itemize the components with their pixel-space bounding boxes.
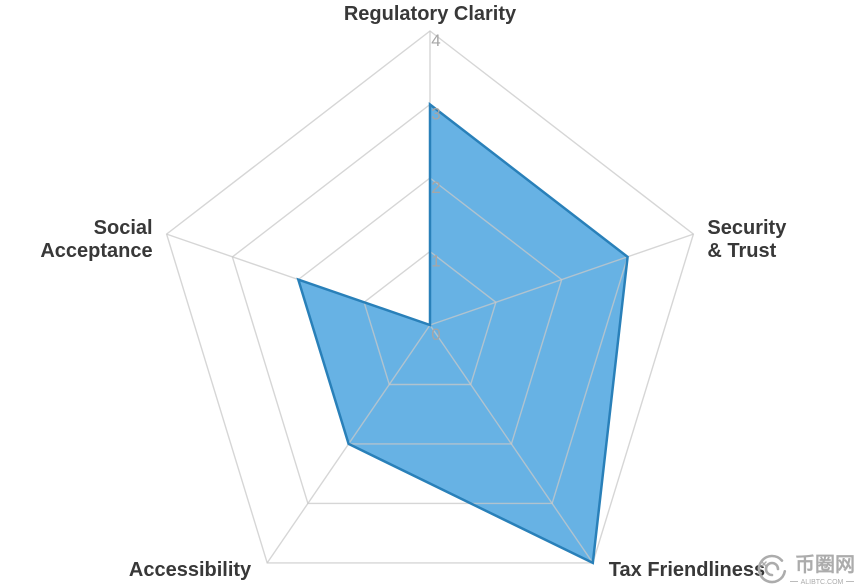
axis-spoke-tax-friendliness (429, 324, 594, 564)
axis-label-accessibility: Accessibility (129, 559, 252, 581)
axis-label-line: Social (94, 217, 153, 239)
series-area-layer (298, 104, 628, 563)
axis-label-security-and-trust: Security & Trust (707, 217, 787, 262)
grid-ring-2 (297, 177, 563, 445)
tick-label-3: 3 (431, 105, 440, 124)
tick-label-0: 0 (431, 325, 440, 344)
axis-labels: Regulatory Clarity Security & Trust Tax Fri… (40, 3, 787, 581)
axis-label-tax-friendliness: Tax Friendliness (609, 559, 765, 581)
axis-label-regulatory-clarity: Regulatory Clarity (344, 3, 517, 25)
axis-label-line: & Trust (707, 240, 776, 262)
axis-label-line: Regulatory Clarity (344, 3, 517, 25)
axis-label-line: Accessibility (129, 559, 252, 581)
axis-label-line: Tax Friendliness (609, 559, 765, 581)
axis-label-social-acceptance: Social Acceptance (40, 217, 152, 262)
watermark-site: ALIBTC.COM (801, 579, 844, 586)
watermark: 币圈网 ALIBTC.COM (757, 553, 855, 586)
tick-label-4: 4 (431, 31, 440, 50)
tick-label-1: 1 (431, 252, 440, 271)
grid-ring-4 (165, 30, 695, 564)
tick-labels: 0 1 2 3 4 (431, 31, 440, 344)
axis-label-line: Acceptance (40, 240, 152, 262)
series-area (298, 104, 628, 563)
watermark-name: 币圈网 (795, 553, 855, 576)
series-line-layer (296, 101, 629, 565)
series-line (296, 101, 629, 565)
axis-label-line: Security (707, 217, 787, 239)
watermark-logo-icon (757, 554, 787, 584)
axis-spoke-security-and-trust (429, 233, 694, 326)
tick-label-2: 2 (431, 178, 440, 197)
grid-ring-1 (363, 250, 497, 386)
